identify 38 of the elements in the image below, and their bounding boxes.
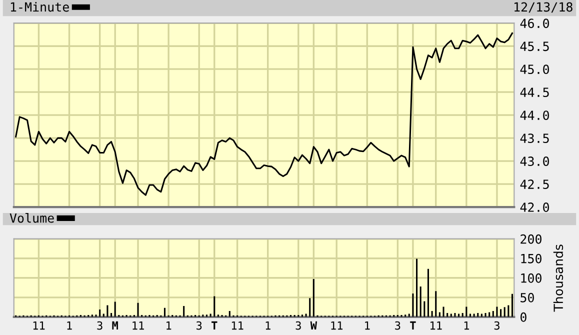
y-tick-label: 43.0 [520,156,549,166]
x-tick-label: 3 [196,321,202,330]
x-tick-label: 3 [395,321,400,330]
text: 12/13/18 [514,2,572,13]
y-tick-label: 44.0 [520,110,549,120]
y-tick-label: 42.5 [520,180,549,189]
y-tick-label: 50 [520,292,534,302]
x-tick-label: 1 [67,321,72,330]
legend-label: 1-Minute [10,2,69,12]
x-tick-label: 11 [331,321,343,330]
y-tick-label: 100 [521,273,542,283]
x-tick-label: 3 [97,321,102,330]
legend-label: Volume [10,213,54,223]
y-tick-label: 200 [520,234,542,244]
y-tick-label: 43.5 [520,134,549,144]
x-tick-label: W [310,321,318,330]
y-tick-label: 45.5 [520,42,549,52]
x-tick-label: M [112,321,118,330]
x-tick-label: T [410,321,416,330]
y-tick-label: 0 [520,312,526,322]
x-tick-label: T [212,321,218,330]
y-tick-label: 45.0 [520,64,549,74]
x-tick-label: 11 [232,321,244,330]
x-tick-label: 1 [266,321,270,330]
y-tick-label: 150 [521,254,542,264]
x-tick-label: 1 [464,321,470,330]
x-tick-label: 11 [33,321,45,330]
x-tick-label: 11 [430,321,442,330]
x-tick-label: 1 [166,321,172,330]
x-tick-label: 3 [494,321,500,330]
line-series [15,32,514,196]
x-tick-label: 11 [132,321,144,330]
x-tick-label: 1 [365,321,370,330]
x-tick-label: 3 [296,321,301,330]
y-tick-label: 42.0 [520,202,549,212]
y-tick-label: 44.5 [520,88,549,98]
y-axis-title: Thousands [553,244,564,312]
y-tick-label: 46.0 [520,18,549,28]
